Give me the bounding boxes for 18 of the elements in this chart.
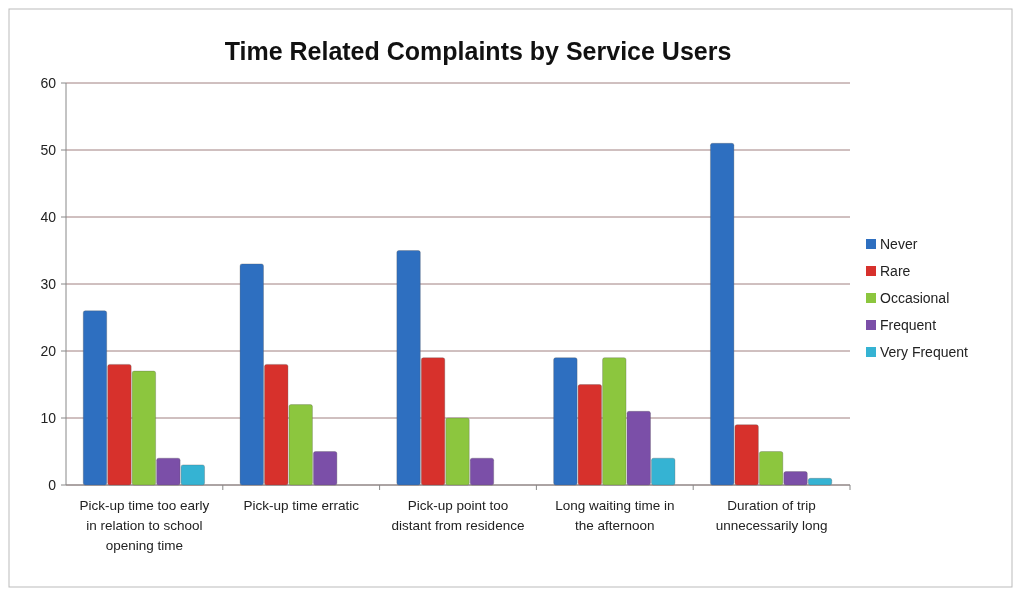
y-tick-label: 60	[40, 74, 57, 91]
y-tick-label: 0	[48, 476, 57, 493]
legend-label: Occasional	[880, 289, 950, 306]
y-tick-label: 50	[40, 141, 57, 158]
y-tick-label: 20	[40, 342, 57, 359]
x-tick-label: Long waiting time in the afternoon	[555, 498, 675, 533]
x-tick-label: Pick-up point too distant from residence	[391, 498, 525, 533]
legend-label: Frequent	[880, 316, 937, 333]
x-tick-label: Pick-up time too early in relation to school opening time	[79, 498, 210, 553]
y-tick-label: 10	[40, 409, 57, 426]
legend-label: Very Frequent	[880, 343, 969, 360]
y-tick-label: 40	[40, 208, 57, 225]
chart-title: Time Related Complaints by Service Users	[224, 37, 732, 65]
legend-label: Rare	[880, 262, 911, 279]
y-tick-label: 30	[40, 275, 57, 292]
legend-label: Never	[880, 235, 918, 252]
x-tick-label: Duration of trip unnecessarily long	[715, 498, 828, 533]
x-tick-label: Pick-up time erratic	[243, 498, 360, 513]
